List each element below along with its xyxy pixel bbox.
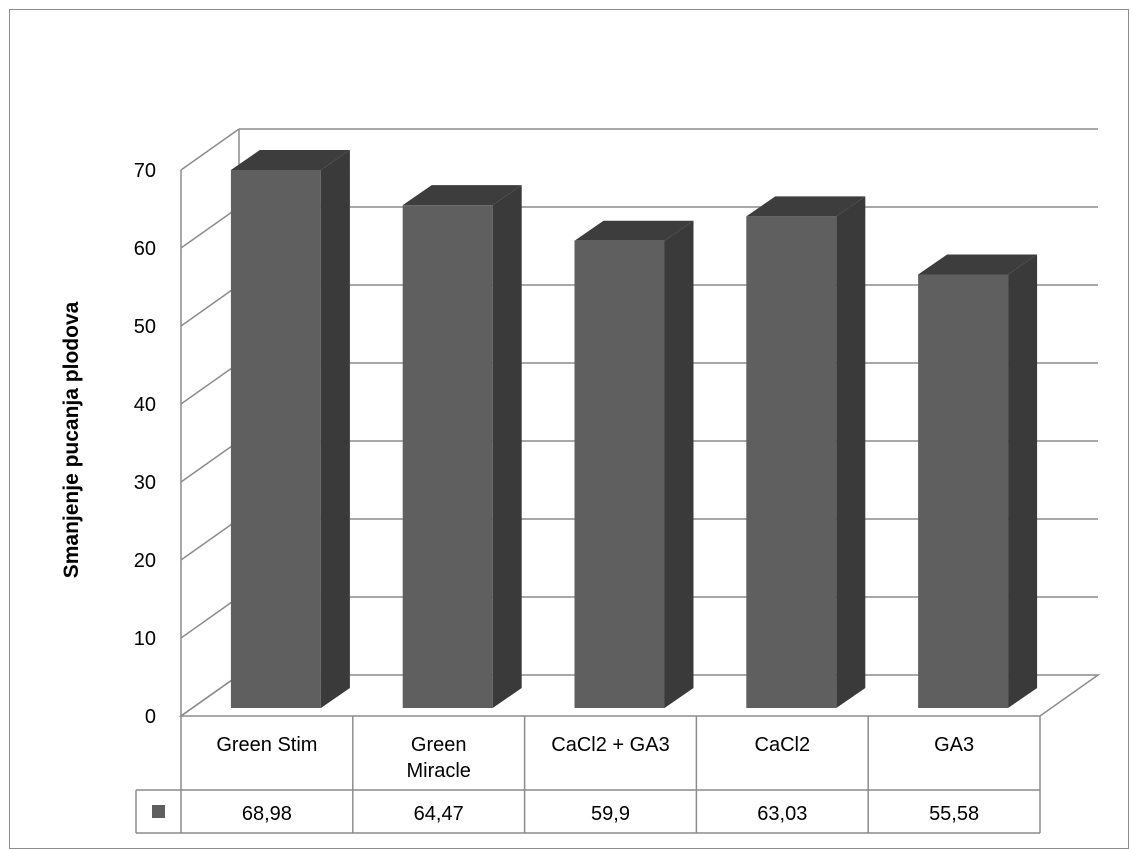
bar-top: [746, 196, 866, 217]
floor: [178, 674, 1101, 717]
y-tick-label: 40: [134, 394, 156, 416]
y-tick-label: 10: [134, 628, 156, 650]
y-axis-label: Smanjenje pucanja plodova: [60, 301, 83, 578]
bar-side: [320, 149, 350, 708]
y-tick-label: 20: [134, 550, 156, 572]
y-tick-label: 0: [145, 706, 156, 728]
legend-key: [152, 805, 165, 818]
bar-top: [574, 220, 694, 241]
bar-top: [230, 149, 350, 170]
category-label: Green Stim: [216, 734, 317, 756]
y-tick-label: 60: [134, 238, 156, 260]
data-label: 63,03: [757, 803, 807, 825]
bar-top: [402, 185, 522, 206]
side-wall-line: [180, 284, 240, 327]
bar-side: [492, 185, 522, 708]
data-table: Green Stim 68,98 Green Miracle 64,47 CaCl2 + …: [135, 716, 1041, 834]
data-label: 55,58: [929, 803, 979, 825]
side-wall-line: [180, 440, 240, 483]
bar: [574, 240, 665, 708]
side-wall-line: [180, 206, 240, 249]
bar: [918, 274, 1009, 708]
category-label: Green: [411, 734, 467, 756]
category-label: CaCl2: [755, 734, 811, 756]
bar: [230, 169, 321, 708]
bars: [230, 149, 1038, 708]
y-tick-label: 30: [134, 472, 156, 494]
data-label: 68,98: [242, 803, 292, 825]
bar-side: [836, 196, 866, 708]
category-label: Miracle: [406, 760, 470, 782]
side-wall-line: [180, 518, 240, 561]
y-axis-ticks: 0 10 20 30 40 50 60 70: [134, 160, 156, 728]
bar-side: [664, 220, 694, 708]
y-tick-label: 70: [134, 160, 156, 182]
bar: [746, 216, 837, 708]
side-wall-line: [180, 596, 240, 639]
y-tick-label: 50: [134, 316, 156, 338]
bar-top: [918, 254, 1038, 275]
bar-side: [1008, 254, 1038, 708]
category-label: CaCl2 + GA3: [551, 734, 669, 756]
category-label: GA3: [934, 734, 974, 756]
data-label: 59,9: [591, 803, 630, 825]
data-label: 64,47: [414, 803, 464, 825]
side-wall-line: [180, 128, 240, 171]
side-wall-line: [180, 362, 240, 405]
bar: [402, 205, 493, 708]
